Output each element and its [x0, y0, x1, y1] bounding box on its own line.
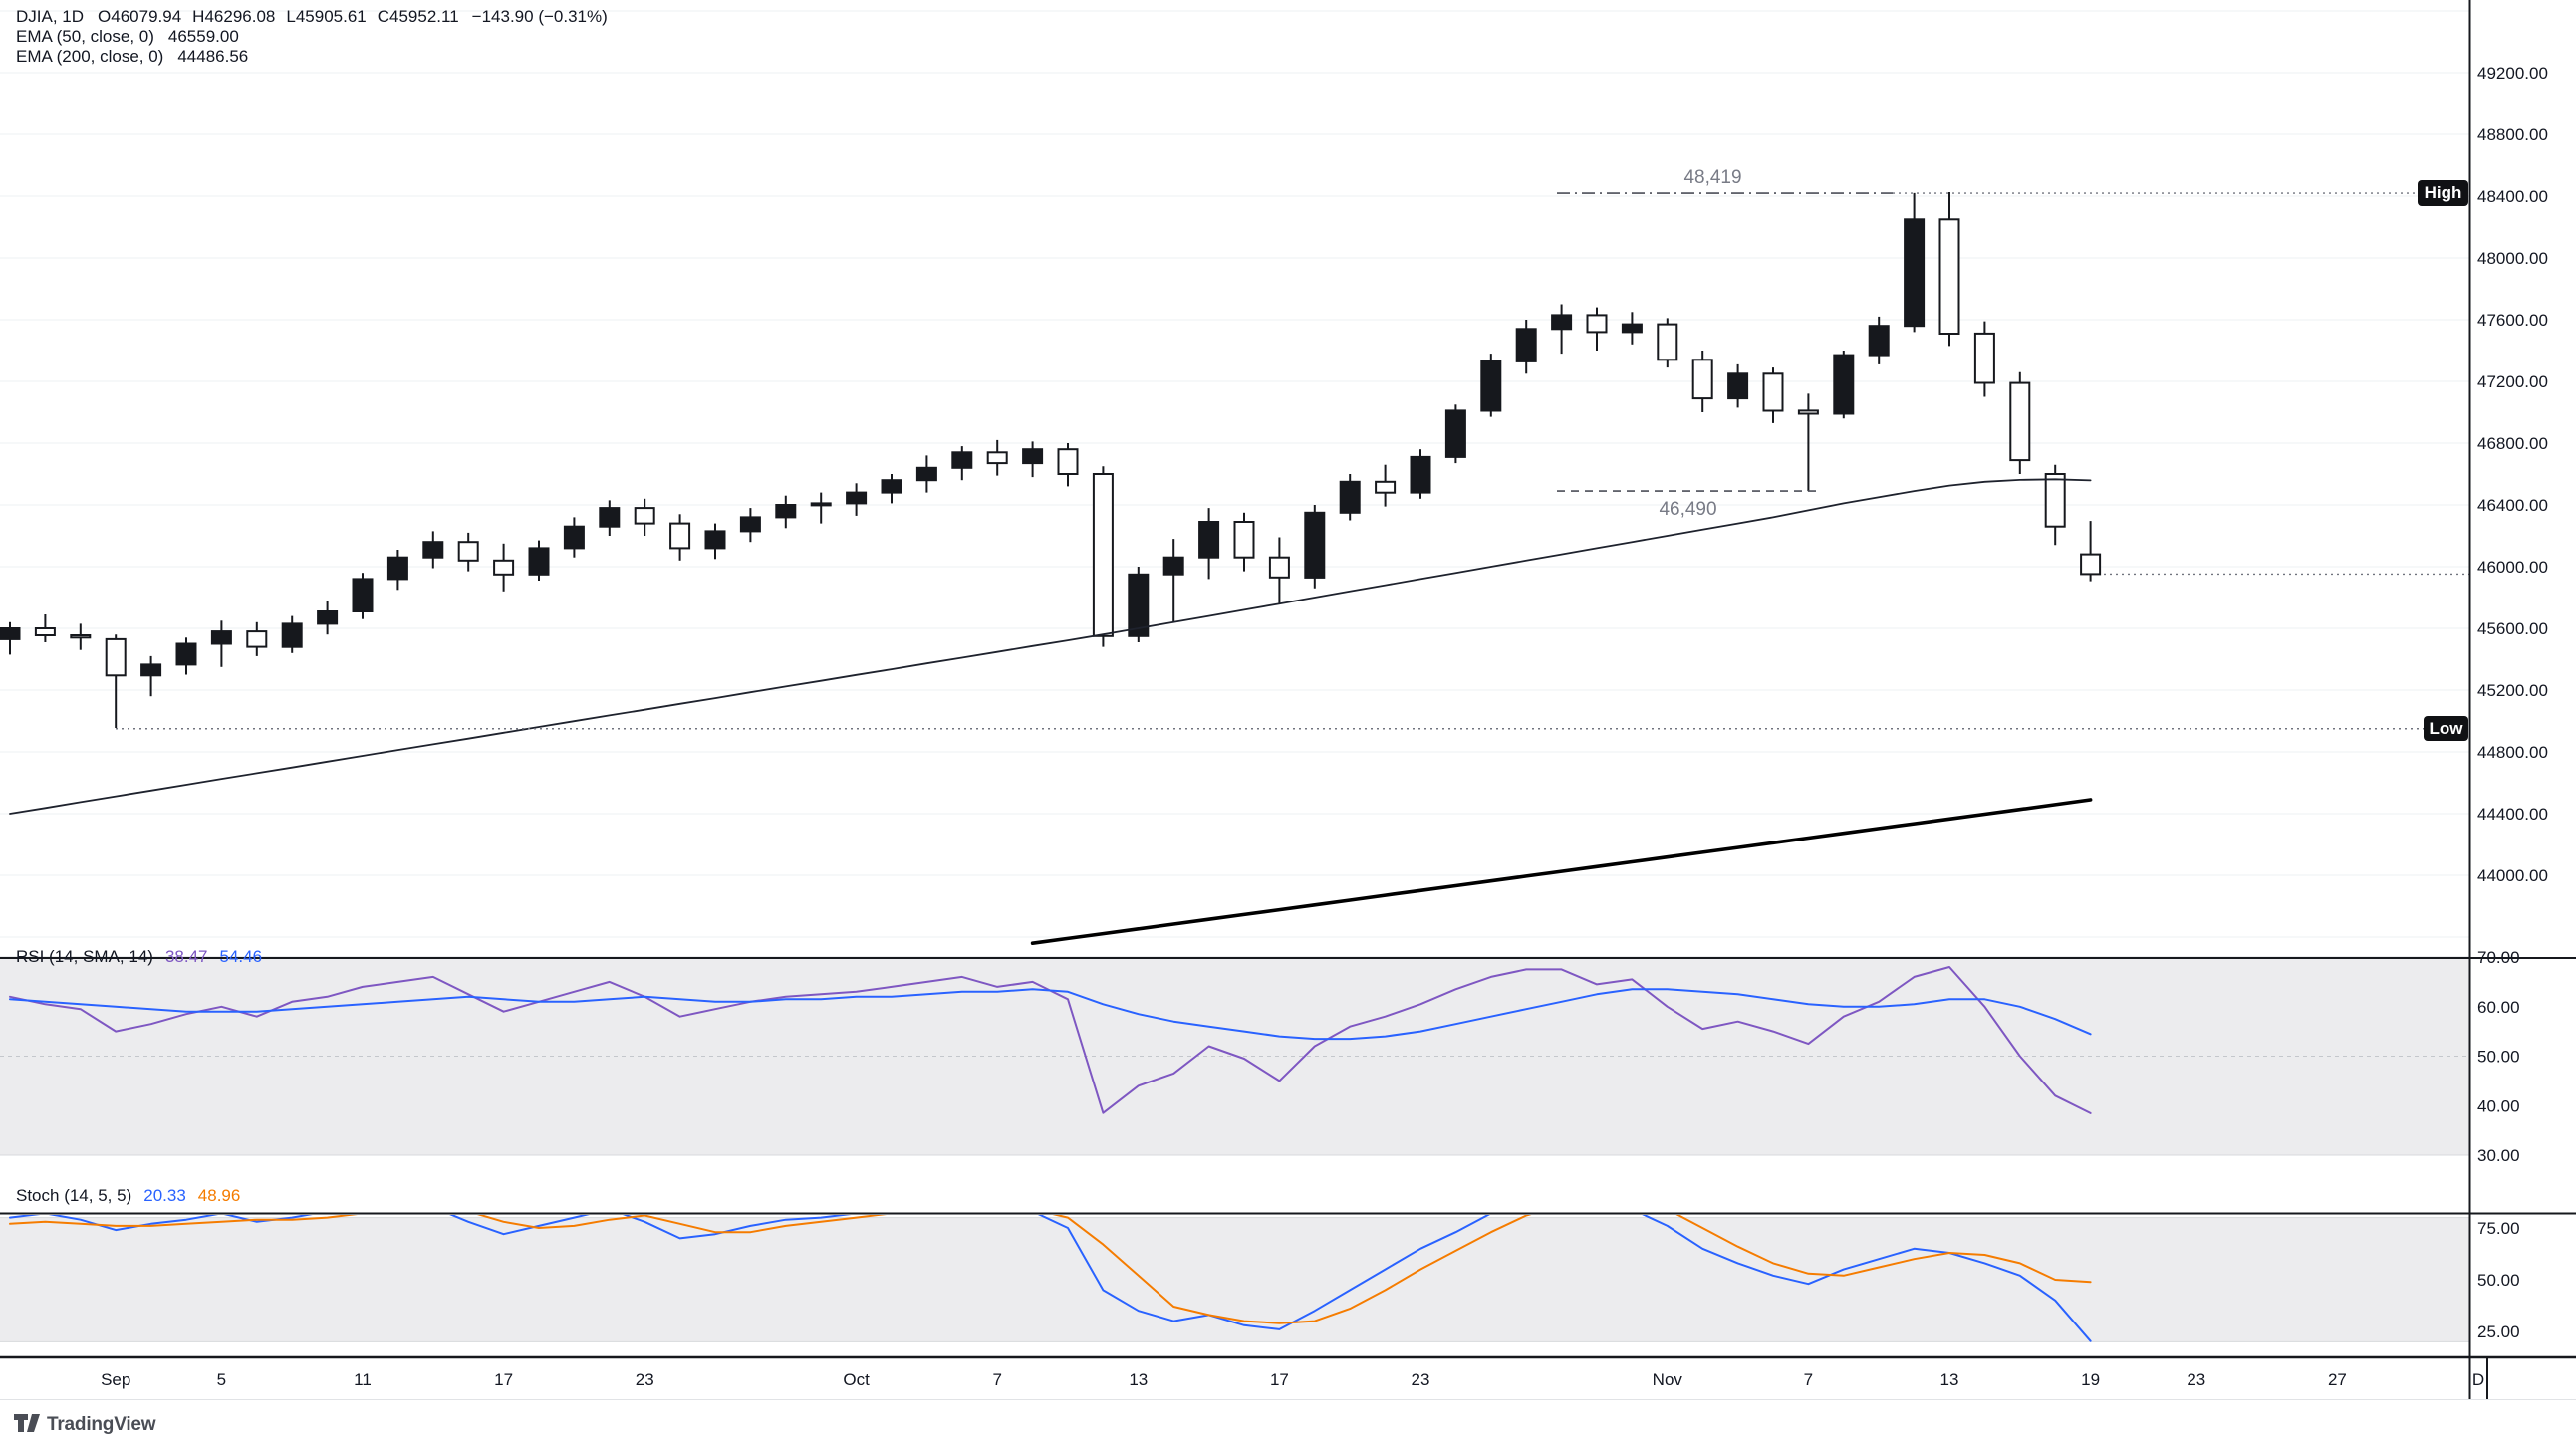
- stoch-d-line[interactable]: [9, 1201, 2092, 1324]
- ema50-legend-row[interactable]: EMA (50, close, 0) 46559.00: [16, 27, 608, 46]
- high-value: H46296.08: [192, 7, 276, 26]
- price-axis-label: 45600.00: [2477, 619, 2548, 638]
- support-price-label[interactable]: 46,490: [1659, 499, 1717, 521]
- low-value: L45905.61: [286, 7, 367, 26]
- price-axis-label: 48800.00: [2477, 125, 2548, 144]
- time-axis-label: D: [2472, 1370, 2484, 1389]
- price-axis-label: 44000.00: [2477, 866, 2548, 885]
- time-axis-label: 23: [1412, 1370, 1430, 1389]
- main-legend: DJIA, 1D O46079.94 H46296.08 L45905.61 C4595…: [16, 7, 608, 67]
- rsi-value: 38.47: [164, 947, 208, 966]
- low-marker-badge[interactable]: Low: [2424, 716, 2468, 742]
- rsi-axis-label: 70.00: [2477, 948, 2520, 967]
- price-axis-label: 48400.00: [2477, 187, 2548, 206]
- price-axis-label: 46800.00: [2477, 434, 2548, 453]
- time-axis-label: 11: [354, 1370, 372, 1389]
- ema50-value: 46559.00: [167, 27, 239, 46]
- rsi-legend-row[interactable]: RSI (14, SMA, 14) 38.47 54.46: [16, 947, 262, 967]
- stoch-k-line[interactable]: [9, 1197, 2092, 1342]
- resistance-price-label[interactable]: 48,419: [1683, 167, 1742, 189]
- price-axis-label: 44400.00: [2477, 805, 2548, 824]
- ema200-legend-row[interactable]: EMA (200, close, 0) 44486.56: [16, 47, 608, 66]
- rsi-axis-label: 40.00: [2477, 1096, 2520, 1115]
- rsi-axis-label: 30.00: [2477, 1146, 2520, 1165]
- rsi-label: RSI (14, SMA, 14): [16, 947, 153, 966]
- time-axis-label: 5: [217, 1370, 226, 1389]
- price-axis-label: 46000.00: [2477, 558, 2548, 577]
- time-axis-label: 7: [992, 1370, 1001, 1389]
- stoch-axis-label: 50.00: [2477, 1271, 2520, 1290]
- time-axis-label: 17: [1270, 1370, 1289, 1389]
- symbol-ohlc-row[interactable]: DJIA, 1D O46079.94 H46296.08 L45905.61 C4595…: [16, 7, 608, 26]
- price-axis-label: 44800.00: [2477, 743, 2548, 762]
- price-axis-label: 49200.00: [2477, 64, 2548, 83]
- price-axis-strip[interactable]: [2469, 0, 2576, 1399]
- tradingview-wordmark: TradingView: [47, 1414, 156, 1435]
- time-axis-label: 13: [1129, 1370, 1148, 1389]
- time-axis-label: Nov: [1653, 1370, 1683, 1389]
- price-axis-label: 45200.00: [2477, 681, 2548, 700]
- price-axis-label: 47600.00: [2477, 311, 2548, 330]
- open-value: O46079.94: [98, 7, 182, 26]
- time-axis-label: Sep: [101, 1370, 130, 1389]
- time-axis-label: 27: [2328, 1370, 2347, 1389]
- stoch-axis-label: 75.00: [2477, 1219, 2520, 1238]
- close-value: C45952.11: [377, 7, 459, 26]
- ema50-label: EMA (50, close, 0): [16, 27, 154, 46]
- time-axis-label: 19: [2081, 1370, 2100, 1389]
- high-marker-badge[interactable]: High: [2418, 180, 2468, 207]
- price-axis-label: 46400.00: [2477, 496, 2548, 515]
- tradingview-logo[interactable]: TradingView: [14, 1411, 156, 1439]
- time-axis-label: 17: [494, 1370, 513, 1389]
- stoch-axis-label: 25.00: [2477, 1322, 2520, 1341]
- time-axis-label: 7: [1804, 1370, 1813, 1389]
- rsi-axis-label: 50.00: [2477, 1048, 2520, 1067]
- stoch-legend-row[interactable]: Stoch (14, 5, 5) 20.33 48.96: [16, 1186, 240, 1206]
- change-value: −143.90 (−0.31%): [471, 7, 608, 26]
- stoch-d-value: 48.96: [197, 1186, 241, 1205]
- rsi-axis-label: 60.00: [2477, 998, 2520, 1017]
- time-axis-label: 23: [2187, 1370, 2205, 1389]
- stoch-k-value: 20.33: [143, 1186, 186, 1205]
- rsi-sma-value: 54.46: [219, 947, 263, 966]
- time-axis-label: 13: [1940, 1370, 1959, 1389]
- time-axis-label: 23: [636, 1370, 654, 1389]
- price-axis-label: 47200.00: [2477, 372, 2548, 391]
- ema200-label: EMA (200, close, 0): [16, 47, 164, 66]
- ema50-line[interactable]: [9, 478, 2092, 815]
- stoch-label: Stoch (14, 5, 5): [16, 1186, 132, 1205]
- price-axis-label: 48000.00: [2477, 249, 2548, 268]
- rsi-sma-line[interactable]: [9, 988, 2092, 1041]
- time-axis-label: Oct: [843, 1370, 870, 1389]
- candlestick-series[interactable]: [0, 192, 2102, 728]
- ema200-line[interactable]: [1030, 798, 2093, 946]
- tradingview-logo-icon: [14, 1414, 40, 1436]
- ema200-value: 44486.56: [177, 47, 249, 66]
- symbol-title: DJIA, 1D: [16, 7, 85, 26]
